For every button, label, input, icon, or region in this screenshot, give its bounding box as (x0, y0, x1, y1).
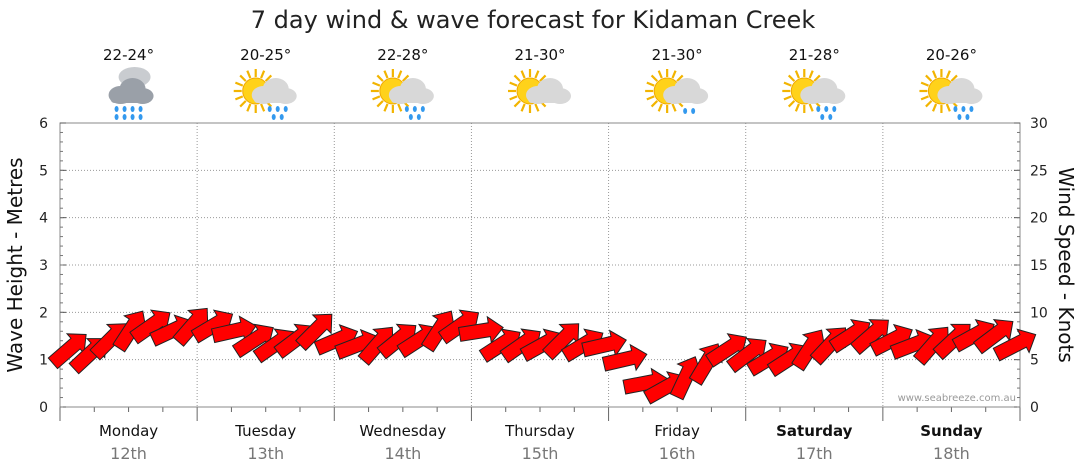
day-name-label: Wednesday (359, 422, 446, 440)
left-tick-label: 5 (39, 163, 48, 179)
wind-arrow (231, 323, 274, 359)
wind-arrow (112, 310, 147, 353)
temperature-label: 22-24° (103, 46, 154, 64)
day-date-label: 18th (933, 444, 970, 463)
day-name-label: Sunday (920, 422, 983, 440)
left-tick-label: 4 (39, 211, 48, 227)
wind-arrow (295, 313, 333, 352)
right-tick-label: 15 (1030, 258, 1048, 274)
day-labels: Monday 12th Tuesday 13th Wednesday 14th Thursd… (99, 422, 983, 463)
wind-arrow (420, 310, 456, 353)
day-name-label: Thursday (504, 422, 575, 440)
temperature-label: 21-30° (652, 46, 703, 64)
chart-title: 7 day wind & wave forecast for Kidaman C… (251, 6, 816, 34)
wind-arrow (972, 318, 1014, 355)
wind-arrow (437, 309, 480, 345)
wind-arrow (725, 337, 767, 374)
left-axis-ticks: 0 1 2 3 4 5 6 (39, 116, 66, 416)
weather-icons (108, 67, 983, 120)
sun-cloud-icon (508, 69, 571, 113)
left-tick-label: 1 (39, 353, 48, 369)
right-tick-label: 20 (1030, 211, 1048, 227)
temperature-label: 22-28° (377, 46, 428, 64)
wind-arrows (47, 307, 1037, 405)
wind-arrow (992, 328, 1037, 362)
day-date-label: 17th (796, 444, 833, 463)
sun-cloud-rain-icon (919, 69, 983, 120)
wind-arrow (458, 315, 504, 344)
wind-arrow (541, 323, 580, 361)
temperature-label: 21-30° (514, 46, 565, 64)
day-date-label: 16th (659, 444, 696, 463)
left-axis-title: Wave Height - Metres (3, 157, 27, 372)
day-name-label: Friday (654, 422, 700, 440)
rain-cloud-icon (108, 67, 154, 120)
wind-arrow (849, 319, 889, 356)
wind-arrow (47, 333, 87, 370)
right-axis-title: Wind Speed - Knots (1054, 167, 1078, 363)
left-tick-label: 3 (39, 258, 48, 274)
wind-arrow (601, 343, 648, 372)
left-tick-label: 6 (39, 116, 48, 132)
day-date-label: 12th (110, 444, 147, 463)
temperature-label: 20-25° (240, 46, 291, 64)
right-axis-ticks: 0 5 10 15 20 25 30 (1014, 116, 1048, 416)
left-tick-label: 0 (39, 400, 48, 416)
wind-arrow (705, 333, 748, 368)
grid-lines (59, 123, 1021, 421)
right-tick-label: 25 (1030, 163, 1048, 179)
left-tick-label: 2 (39, 305, 48, 321)
wind-arrow (190, 309, 234, 344)
day-name-label: Tuesday (234, 422, 296, 440)
day-name-label: Saturday (776, 422, 853, 440)
right-tick-label: 5 (1030, 353, 1039, 369)
sun-cloud-rain-icon (233, 69, 297, 120)
temperature-label: 20-26° (926, 46, 977, 64)
temperature-label: 21-28° (789, 46, 840, 64)
right-tick-label: 30 (1030, 116, 1048, 132)
day-date-label: 13th (247, 444, 284, 463)
temperature-labels: 22-24° 20-25° 22-28° 21-30° 21-30° 21-28° 20-2… (103, 46, 977, 64)
wind-arrow (172, 307, 209, 347)
day-name-label: Monday (99, 422, 158, 440)
wind-arrow (581, 329, 627, 358)
day-date-label: 15th (522, 444, 559, 463)
right-tick-label: 0 (1030, 400, 1039, 416)
sun-cloud-light-rain-icon (645, 69, 709, 114)
sun-cloud-rain-icon (782, 69, 846, 120)
wind-arrow (129, 309, 171, 345)
right-tick-label: 10 (1030, 305, 1048, 321)
sun-cloud-rain-icon (370, 69, 434, 120)
credit-text: www.seabreeze.com.au (898, 393, 1016, 404)
wind-arrow (791, 329, 826, 372)
day-date-label: 14th (384, 444, 421, 463)
